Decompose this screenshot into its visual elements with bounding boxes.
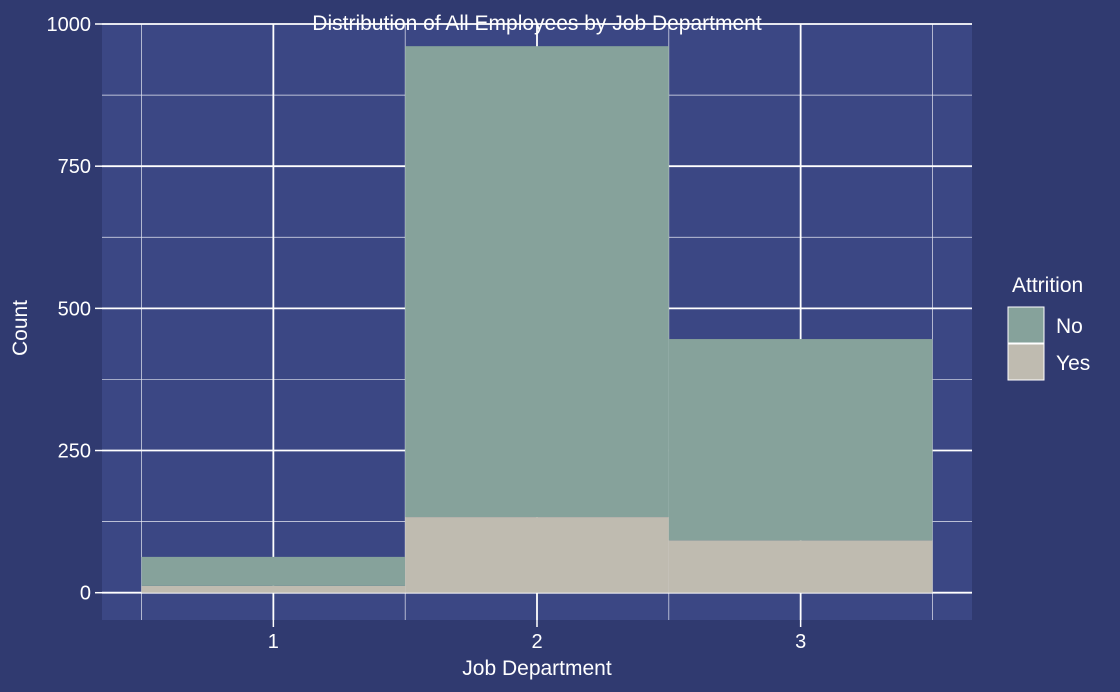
x-tick-label: 1 [268, 631, 279, 653]
legend-label-yes: Yes [1056, 352, 1090, 375]
x-tick-label: 3 [795, 631, 806, 653]
bars [141, 46, 933, 593]
bar-yes-dept-2 [405, 517, 669, 593]
x-tick-label: 2 [531, 631, 542, 653]
y-tick-label: 750 [58, 156, 91, 178]
legend-key-no [1007, 306, 1045, 344]
y-tick-label: 250 [58, 441, 91, 463]
x-axis-ticks: 1 2 3 [268, 620, 806, 653]
x-axis-title: Job Department [462, 657, 612, 680]
y-tick-label: 1000 [47, 14, 92, 36]
bar-no-dept-3 [668, 339, 933, 541]
bar-yes-dept-3 [668, 540, 933, 593]
bar-yes-dept-1 [141, 585, 406, 593]
y-axis-title: Count [9, 300, 32, 356]
y-axis-ticks: 0 250 500 750 1000 [47, 14, 102, 605]
y-tick-label: 0 [80, 583, 91, 605]
legend-label-no: No [1056, 315, 1083, 338]
y-tick-label: 500 [58, 298, 91, 320]
legend: Attrition No Yes [1007, 274, 1090, 381]
bar-no-dept-2 [405, 46, 669, 518]
chart-title: Distribution of All Employees by Job Dep… [312, 12, 762, 35]
bar-no-dept-1 [141, 556, 406, 586]
legend-key-yes [1007, 343, 1045, 381]
legend-title: Attrition [1012, 274, 1083, 297]
